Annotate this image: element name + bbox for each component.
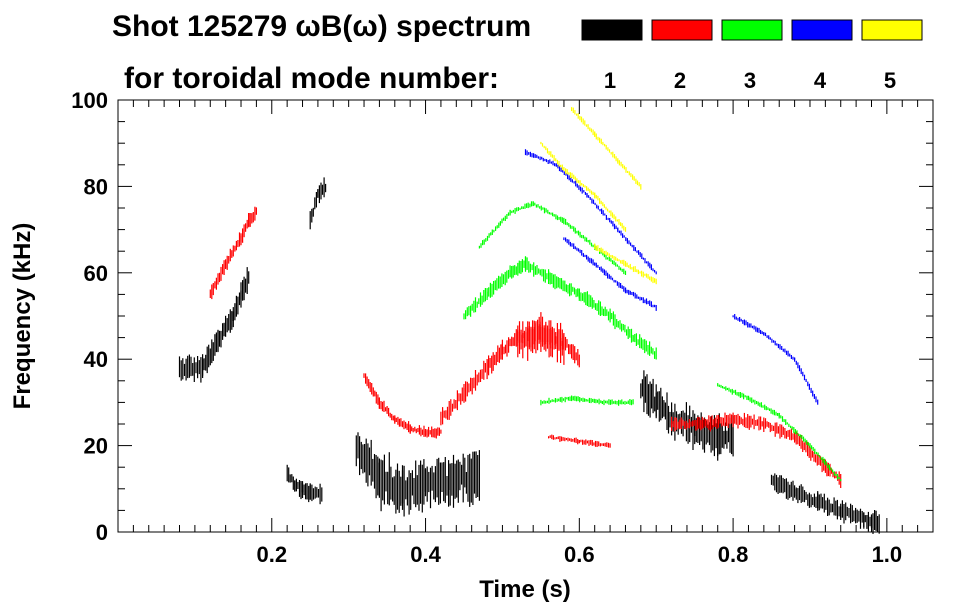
y-tick-label: 80 <box>84 174 108 199</box>
y-tick-label: 20 <box>84 434 108 459</box>
legend-swatch-5 <box>861 19 923 41</box>
series-n=2 <box>209 206 842 488</box>
legend-label-2: 2 <box>674 68 686 93</box>
series-n=4 <box>524 149 819 405</box>
legend-label-4: 4 <box>814 68 827 93</box>
plot-frame <box>117 99 934 533</box>
legend-swatch-3 <box>721 19 783 41</box>
x-tick-label: 0.8 <box>718 542 749 567</box>
legend: 1 2 3 4 5 <box>581 19 923 93</box>
legend-swatch-4 <box>791 19 853 41</box>
series-n=1 <box>178 177 880 534</box>
legend-swatch-1 <box>581 19 643 41</box>
y-axis-label: Frequency (kHz) <box>9 223 36 410</box>
spectrum-marks <box>178 107 880 534</box>
series-n=5 <box>540 107 657 285</box>
x-tick-label: 0.2 <box>256 542 287 567</box>
chart-title: Shot 125279 ωB(ω) spectrum <box>112 10 531 43</box>
x-tick-label: 0.4 <box>410 542 441 567</box>
y-tick-label: 40 <box>84 347 108 372</box>
x-tick-label: 1.0 <box>872 542 903 567</box>
legend-label-1: 1 <box>604 68 616 93</box>
x-axis-label: Time (s) <box>479 576 571 603</box>
chart-subtitle: for toroidal mode number: <box>124 62 499 95</box>
legend-label-5: 5 <box>884 68 896 93</box>
series-n=3 <box>463 201 842 482</box>
legend-swatch-2 <box>651 19 713 41</box>
x-tick-label: 0.6 <box>564 542 595 567</box>
axes: 0 20 40 60 80 100 0.2 0.4 0.6 0.8 1.0 <box>71 88 933 567</box>
y-tick-label: 60 <box>84 261 108 286</box>
y-tick-label: 100 <box>71 88 108 113</box>
y-tick-label: 0 <box>96 520 108 545</box>
legend-label-3: 3 <box>744 68 756 93</box>
